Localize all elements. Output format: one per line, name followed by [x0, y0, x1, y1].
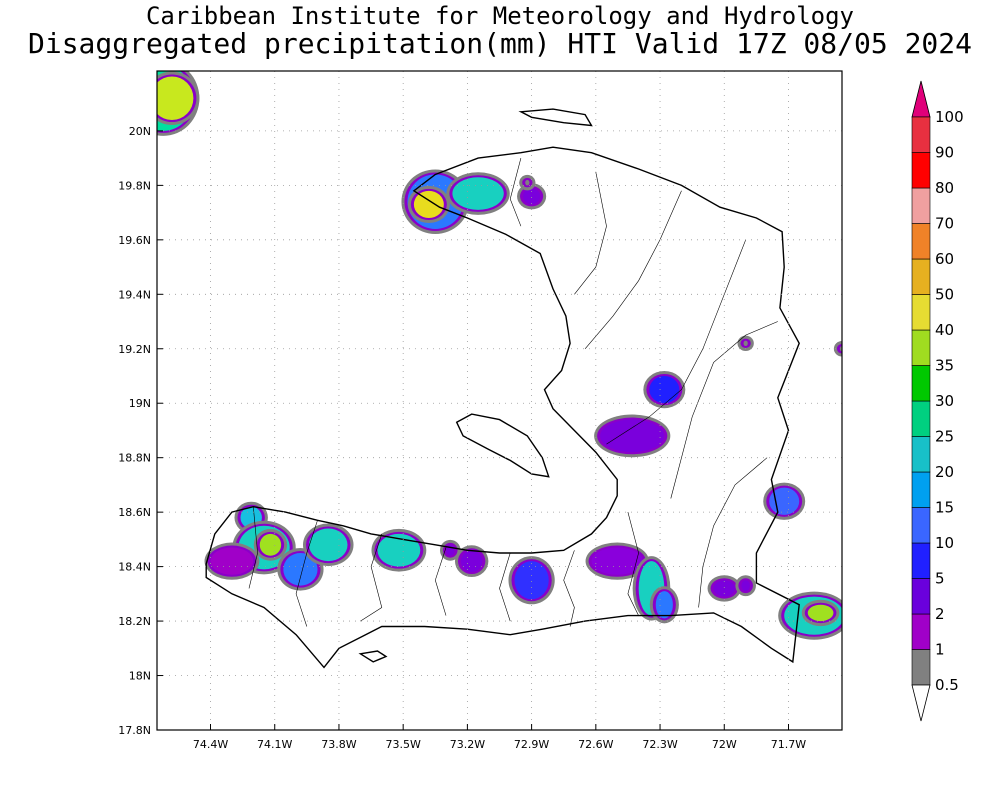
rain-cell [713, 580, 735, 597]
boundary-line [606, 239, 746, 445]
lon-tick-label: 72.9W [514, 738, 549, 751]
rain-cell [523, 188, 541, 205]
colorbar-band [911, 187, 931, 224]
colorbar-under-triangle [911, 684, 931, 722]
colorbar-band [911, 471, 931, 508]
colorbar-label: 60 [935, 250, 954, 268]
rain-cell [600, 419, 665, 453]
gonave-island-outline [455, 413, 550, 478]
haiti-mainland-outline [205, 146, 800, 669]
colorbar-band [911, 613, 931, 650]
boundary-line [574, 171, 607, 295]
lon-tick-label: 74.1W [257, 738, 292, 751]
lon-tick-label: 74.4W [193, 738, 228, 751]
colorbar-band [911, 649, 931, 686]
rain-cell [743, 340, 748, 347]
lon-tick-label: 72W [712, 738, 737, 751]
colorbar-band [911, 436, 931, 473]
institute-title: Caribbean Institute for Meteorology and … [145, 2, 854, 30]
rain-cell [741, 580, 750, 592]
rain-cell [514, 561, 549, 600]
lon-tick-label: 73.2W [450, 738, 485, 751]
rain-cell [377, 533, 421, 567]
boundary-line [563, 550, 575, 627]
rain-cell [259, 533, 282, 556]
lon-tick-label: 73.8W [321, 738, 356, 751]
lon-tick-label: 71.7W [771, 738, 806, 751]
colorbar-band [911, 578, 931, 615]
rain-cell [807, 604, 834, 622]
colorbar-band [911, 329, 931, 366]
map-frame [156, 70, 843, 731]
boundary-line [248, 506, 258, 589]
boundary-line [627, 512, 639, 616]
lon-tick-label: 73.5W [385, 738, 420, 751]
boundary-line [698, 457, 768, 608]
colorbar-band [911, 365, 931, 402]
rain-cell [157, 76, 194, 121]
lat-tick-label: 19.2N [118, 343, 151, 356]
rain-cell [649, 375, 680, 404]
colorbar-band [911, 223, 931, 260]
lat-tick-label: 19.4N [118, 288, 151, 301]
boundary-line [295, 520, 318, 627]
colorbar-label: 0.5 [935, 676, 959, 694]
lat-tick-label: 18.6N [118, 506, 151, 519]
lat-tick-label: 19.8N [118, 179, 151, 192]
rain-cell [460, 550, 483, 573]
colorbar-over-triangle [911, 80, 931, 118]
colorbar-band [911, 258, 931, 295]
colorbar-band [911, 400, 931, 437]
colorbar-label: 80 [935, 179, 954, 197]
rain-cell [452, 177, 504, 210]
lat-tick-label: 18.2N [118, 615, 151, 628]
rain-cell [308, 528, 348, 562]
boundary-line [434, 547, 447, 616]
colorbar-label: 10 [935, 534, 954, 552]
rain-cell [210, 547, 254, 575]
boundary-line [670, 321, 778, 499]
lat-tick-label: 19.6N [118, 234, 151, 247]
rain-cell [413, 190, 444, 219]
colorbar-label: 30 [935, 392, 954, 410]
lon-tick-label: 72.3W [642, 738, 677, 751]
boundary-line [509, 158, 522, 227]
colorbar-label: 35 [935, 357, 954, 375]
colorbar-band [911, 152, 931, 189]
rain-cell [655, 591, 673, 619]
colorbar-band [911, 116, 931, 153]
colorbar-label: 50 [935, 286, 954, 304]
lat-tick-label: 17.8N [118, 724, 151, 737]
lat-tick-label: 18.8N [118, 452, 151, 465]
colorbar-label: 100 [935, 108, 964, 126]
lat-tick-label: 18.4N [118, 561, 151, 574]
colorbar-band [911, 542, 931, 579]
rain-cell [525, 179, 530, 186]
colorbar-label: 15 [935, 499, 954, 517]
boundary-line [499, 552, 511, 622]
colorbar-label: 90 [935, 144, 954, 162]
lat-tick-label: 19N [129, 397, 151, 410]
colorbar-label: 20 [935, 463, 954, 481]
rain-cell-edge [836, 344, 842, 354]
vache-island-outline [358, 650, 388, 663]
boundary-line [360, 533, 383, 622]
colorbar-band [911, 294, 931, 331]
colorbar-label: 1 [935, 641, 945, 659]
colorbar-label: 40 [935, 321, 954, 339]
boundary-line [584, 190, 682, 349]
lat-tick-label: 18N [129, 670, 151, 683]
rain-cell [283, 552, 318, 586]
colorbar-label: 2 [935, 605, 945, 623]
rain-cell [591, 547, 643, 575]
colorbar-label: 70 [935, 215, 954, 233]
lat-tick-label: 20N [129, 125, 151, 138]
product-title: Disaggregated precipitation(mm) HTI Vali… [27, 27, 972, 60]
colorbar-label: 5 [935, 570, 945, 588]
colorbar-label: 25 [935, 428, 954, 446]
tortuga-island-outline [518, 108, 593, 127]
lon-tick-label: 72.6W [578, 738, 613, 751]
colorbar-band [911, 507, 931, 544]
